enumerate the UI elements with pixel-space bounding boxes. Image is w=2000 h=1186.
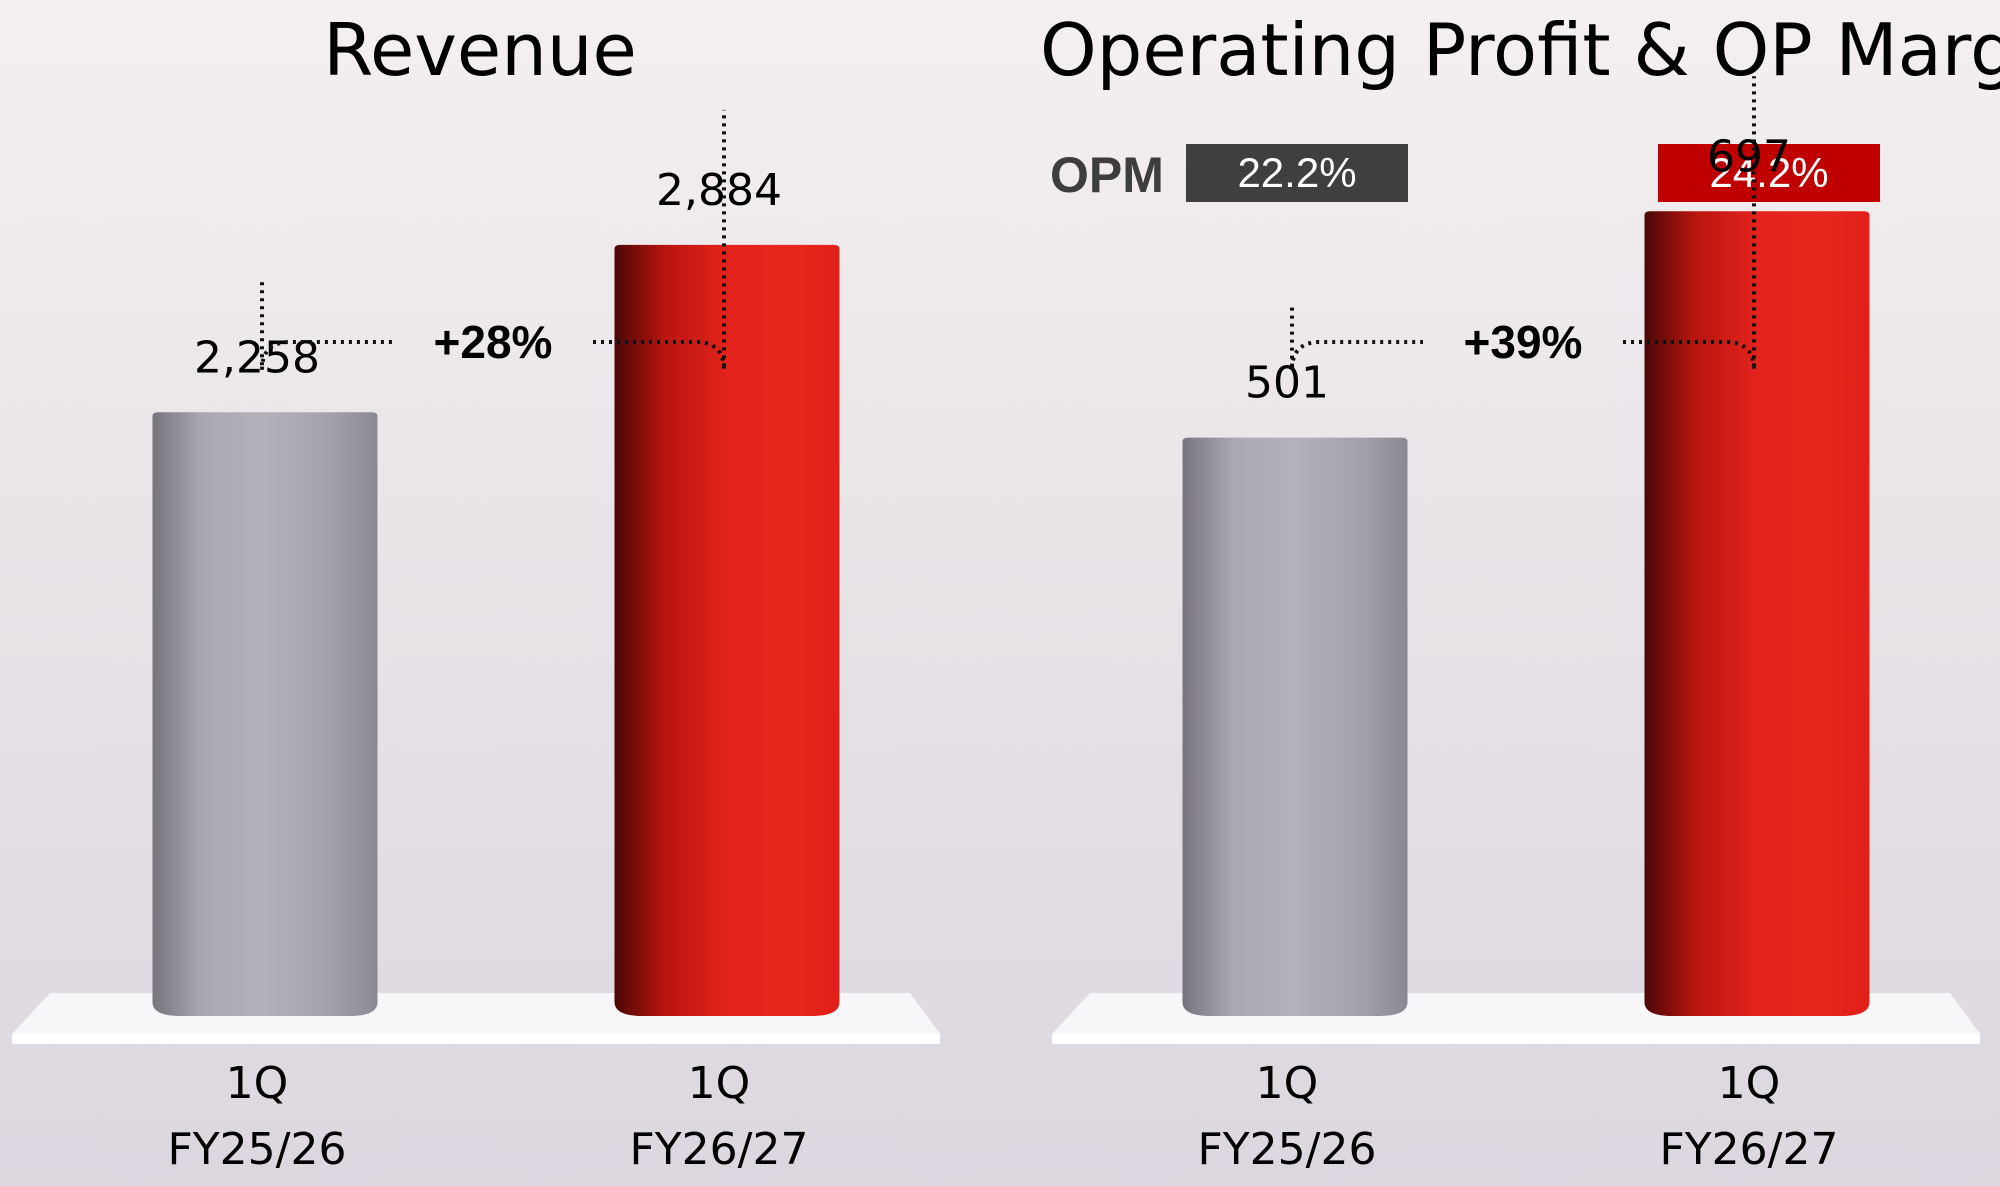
category-label: 1Q [688,1058,751,1109]
data-label: 697 [1707,131,1791,182]
bar-current [614,244,840,1016]
chart-title: Revenue [323,8,637,92]
data-label: 501 [1245,358,1329,409]
growth-label: +28% [434,316,553,368]
category-label: FY25/26 [1198,1124,1377,1175]
floor-shelf-edge [1052,1034,1980,1044]
data-label: 2,258 [194,332,320,383]
category-label: 1Q [1256,1058,1319,1109]
floor-shelf-edge [12,1034,940,1044]
bar-prior [1182,437,1408,1016]
category-label: FY26/27 [630,1124,809,1175]
revenue-chart-plot: 2,258 1Q FY25/26 2,884 1Q FY26/27 +28% [12,109,940,1175]
growth-label: +39% [1464,316,1583,368]
bar-current [1644,211,1870,1017]
data-label: 2,884 [656,165,782,216]
revenue-chart: Revenue 2,258 1Q FY25/26 2,884 1Q FY26/27 +28% [0,0,960,1186]
opm-badge-current: 24.2% [1658,144,1880,202]
opm-badge-prior: 22.2% [1186,144,1408,202]
operating-profit-chart-plot: 501 1Q FY25/26 697 1Q FY26/27 +39% [1052,76,1980,1175]
chart-title: Operating Profit & OP Margin [1040,8,2000,92]
bar-prior [152,412,378,1016]
category-label: 1Q [1718,1058,1781,1109]
category-label: 1Q [226,1058,289,1109]
category-label: FY25/26 [168,1124,347,1175]
opm-label: OPM [1050,147,1164,203]
operating-profit-chart: Operating Profit & OP Margin OPM 22.2% 2… [1040,0,2000,1186]
category-label: FY26/27 [1660,1124,1839,1175]
